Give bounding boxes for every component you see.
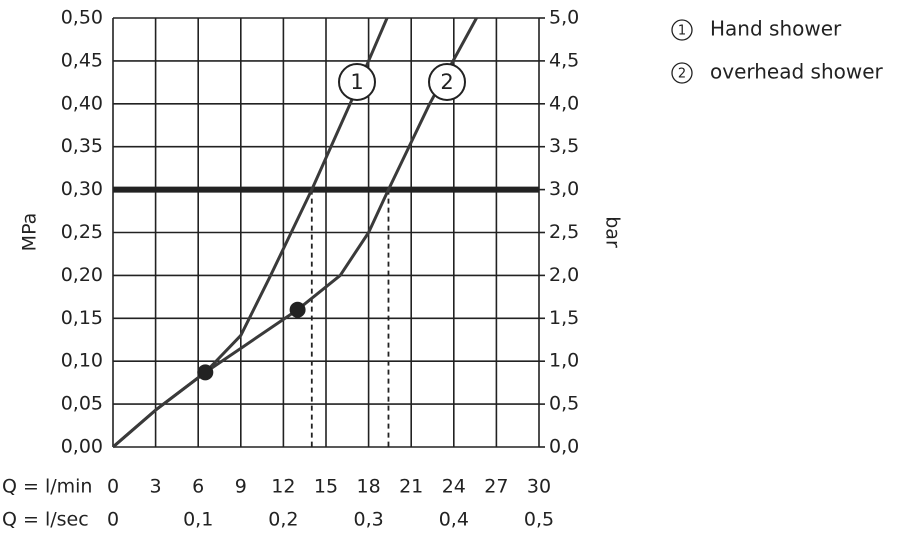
x-tick-label: 0 [107,476,119,498]
y2-tick-label: 3,5 [549,135,579,157]
legend-marker-label: 1 [678,24,686,39]
y-tick-label: 0,20 [61,264,103,286]
y2-tick-label: 0,0 [549,436,579,458]
y-tick-label: 0,30 [61,178,103,200]
y2-tick-label: 4,5 [549,49,579,71]
point [289,301,306,318]
y2-axis-label: bar [602,216,624,248]
x-tick-label: 27 [484,476,508,498]
y2-tick-label: 0,5 [549,393,579,415]
y-tick-label: 0,15 [61,307,103,329]
legend-marker [671,19,693,41]
curve-label: 1 [350,70,363,94]
x2-tick-label: 0,4 [439,509,469,531]
x-tick-label: 3 [150,476,162,498]
x-axis-label: Q = l/min [2,476,92,498]
curve-label-circle [338,63,376,101]
x-tick-label: 6 [192,476,204,498]
curve-label: 2 [440,70,453,94]
y2-tick-label: 2,5 [549,221,579,243]
x-tick-label: 15 [314,476,338,498]
x2-tick-label: 0,1 [183,509,213,531]
y2-tick-label: 4,0 [549,92,579,114]
y2-tick-label: 1,5 [549,307,579,329]
x-tick-label: 18 [357,476,381,498]
x2-tick-label: 0 [107,509,119,531]
curve-label-circle [428,63,466,101]
x2-tick-label: 0,2 [268,509,298,531]
y2-tick-label: 1,0 [549,350,579,372]
y-tick-label: 0,00 [61,436,103,458]
y-tick-label: 0,45 [61,49,103,71]
x2-tick-label: 0,5 [524,509,554,531]
legend-label: overhead shower [710,60,884,84]
legend-marker [671,62,693,84]
y-tick-label: 0,05 [61,393,103,415]
line [112,17,478,449]
x-tick-label: 9 [235,476,247,498]
y-tick-label: 0,35 [61,135,103,157]
y2-tick-label: 2,0 [549,264,579,286]
y-axis-label: MPa [19,213,41,252]
legend-marker-label: 2 [678,67,686,82]
y2-tick-label: 5,0 [549,7,579,29]
y-tick-label: 0,50 [61,7,103,29]
x-tick-label: 12 [271,476,295,498]
x-tick-label: 24 [442,476,466,498]
x-tick-label: 21 [399,476,423,498]
y-tick-label: 0,25 [61,221,103,243]
x2-axis-label: Q = l/sec [2,509,89,531]
legend-label: Hand shower [710,17,842,41]
point [197,364,214,381]
y2-tick-label: 3,0 [549,178,579,200]
y-tick-label: 0,40 [61,92,103,114]
x2-tick-label: 0,3 [353,509,383,531]
x-tick-label: 30 [527,476,551,498]
y-tick-label: 0,10 [61,350,103,372]
